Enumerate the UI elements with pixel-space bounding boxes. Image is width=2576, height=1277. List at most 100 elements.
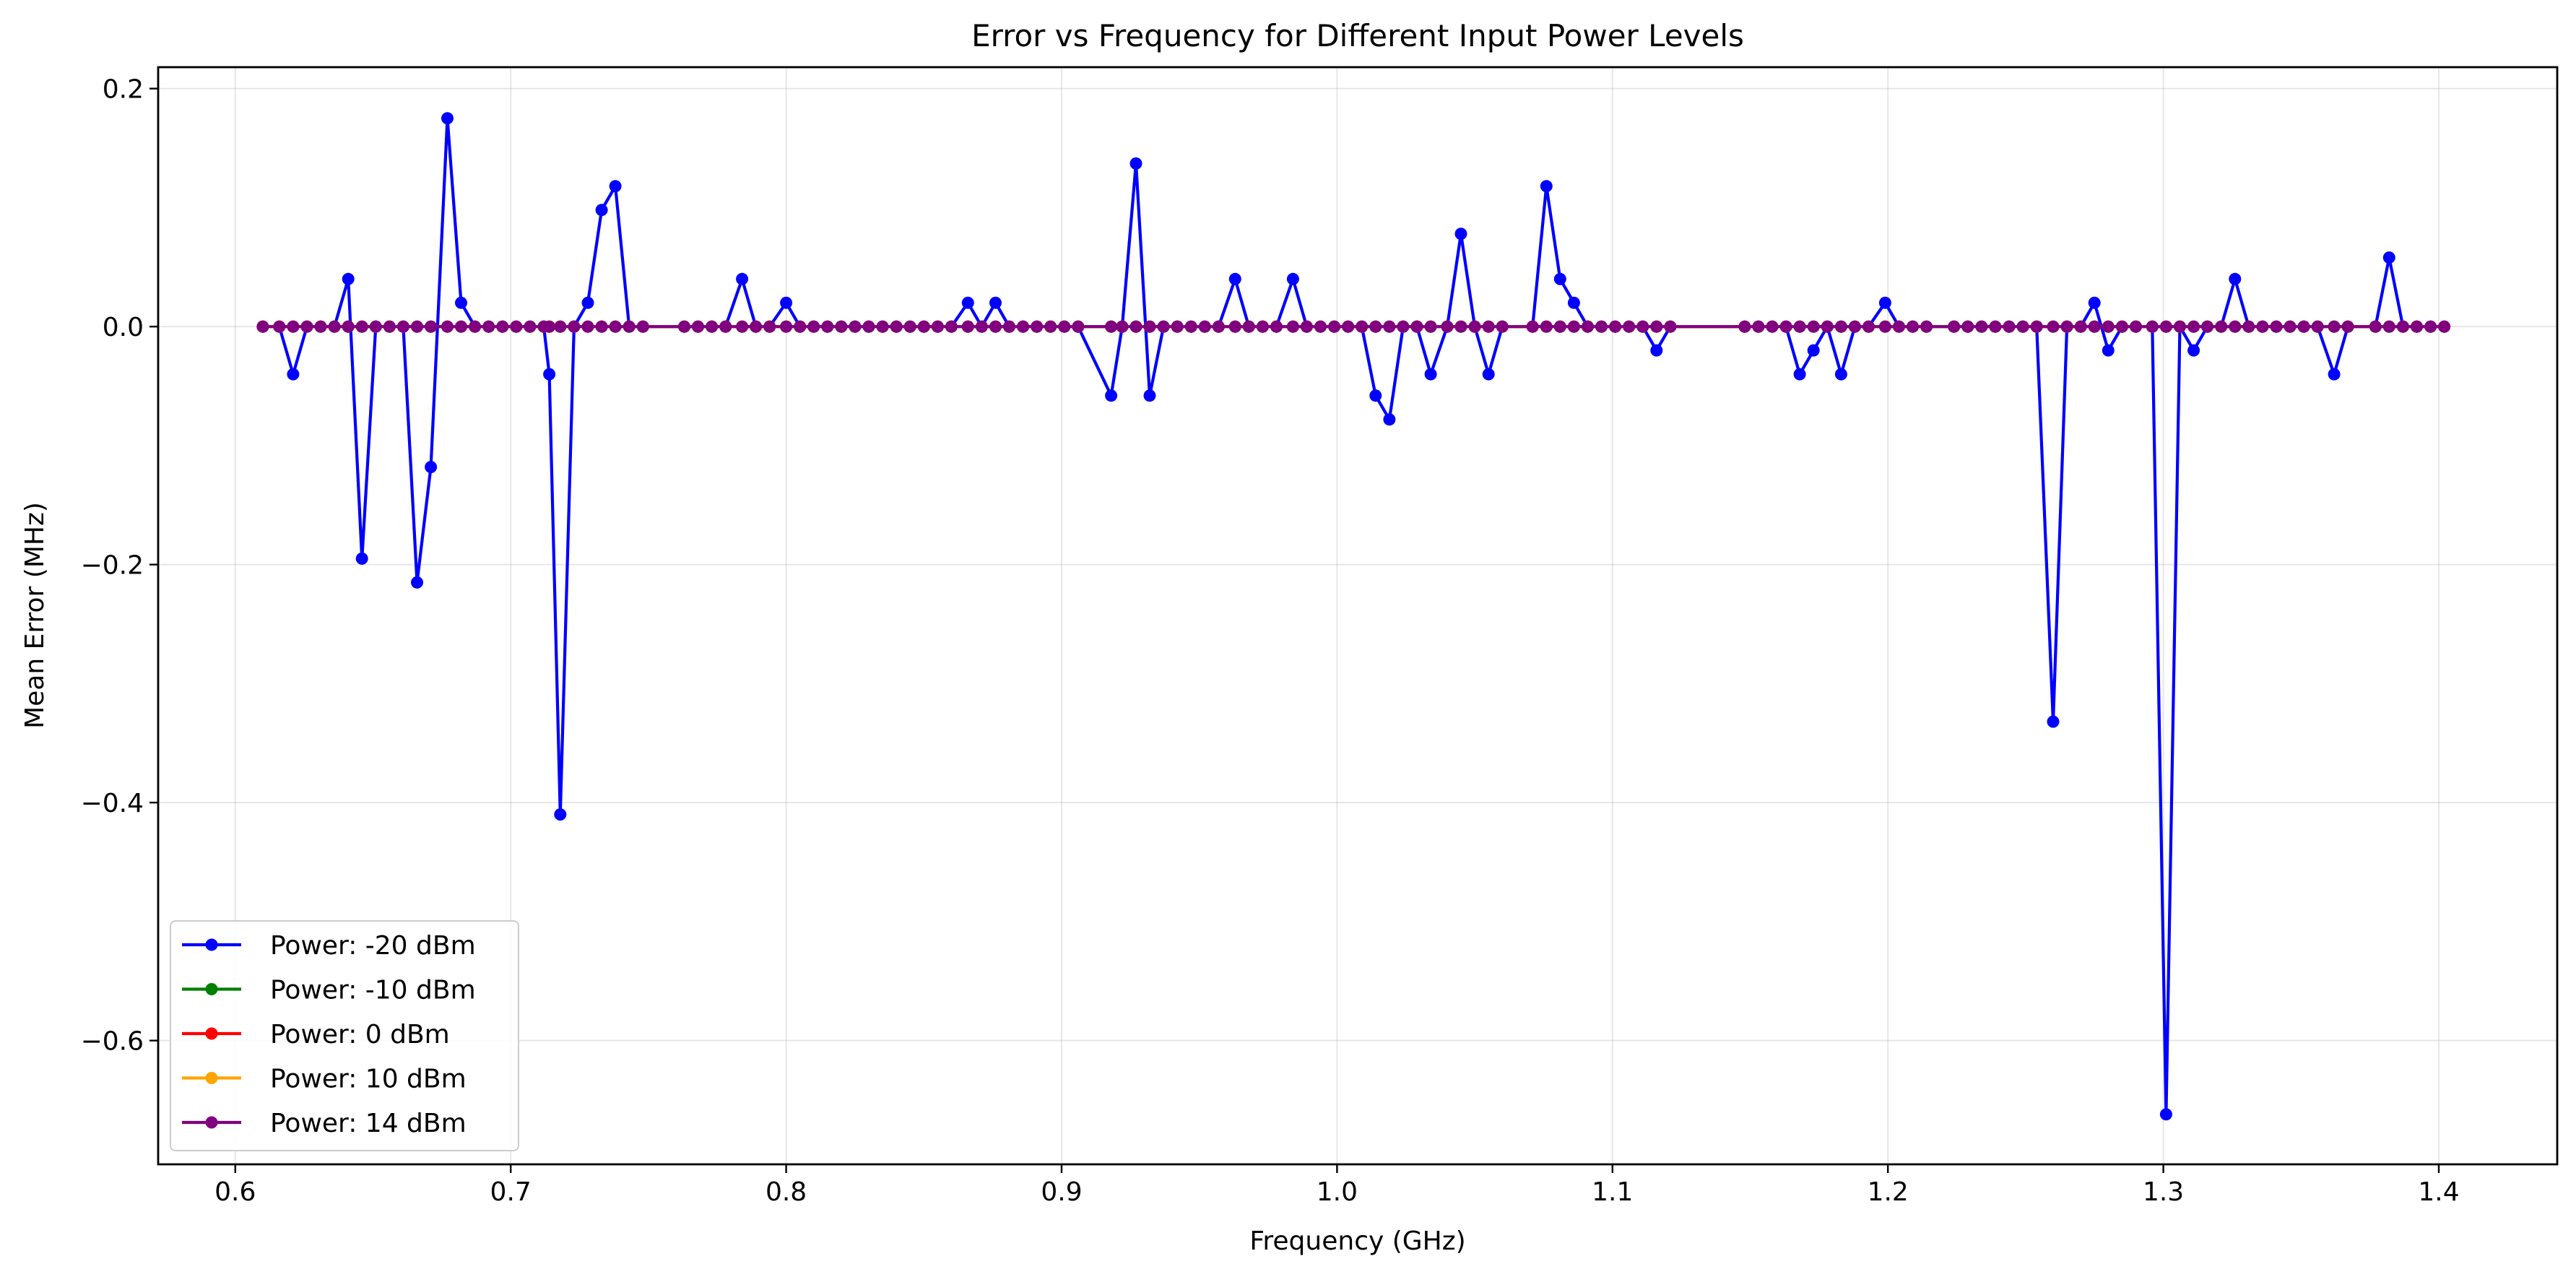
- data-point: [543, 368, 556, 381]
- data-point: [2256, 320, 2269, 333]
- data-point: [1834, 320, 1847, 333]
- data-point: [1397, 320, 1410, 333]
- x-tick-label: 1.1: [1592, 1177, 1633, 1207]
- data-point: [1129, 320, 1142, 333]
- data-point: [2328, 368, 2341, 381]
- data-point: [1595, 320, 1608, 333]
- data-point: [1017, 320, 1030, 333]
- data-point: [2174, 320, 2186, 333]
- data-point: [609, 180, 622, 193]
- data-point: [890, 320, 903, 333]
- data-point: [581, 320, 594, 333]
- data-point: [2382, 320, 2395, 333]
- data-point: [1623, 320, 1636, 333]
- data-point: [1256, 320, 1269, 333]
- data-point: [1286, 272, 1299, 285]
- data-point: [1228, 320, 1241, 333]
- data-point: [1907, 320, 1919, 333]
- data-point: [411, 576, 423, 589]
- data-point: [411, 320, 423, 333]
- data-point: [2159, 320, 2172, 333]
- data-point: [1793, 368, 1806, 381]
- data-point: [441, 320, 454, 333]
- data-point: [678, 320, 690, 333]
- data-point: [1286, 320, 1299, 333]
- x-axis-label: Frequency (GHz): [1249, 1226, 1465, 1256]
- data-point: [2424, 320, 2437, 333]
- data-point: [595, 320, 608, 333]
- legend-label: Power: -10 dBm: [270, 976, 476, 1005]
- x-tick-label: 0.9: [1041, 1177, 1082, 1207]
- data-point: [425, 320, 438, 333]
- data-point: [1270, 320, 1283, 333]
- data-point: [989, 296, 1002, 309]
- legend-swatch-marker: [205, 1072, 218, 1084]
- legend-swatch-marker: [205, 1116, 218, 1129]
- data-point: [1582, 320, 1594, 333]
- data-point: [1424, 368, 1437, 381]
- data-point: [903, 320, 916, 333]
- data-point: [1893, 320, 1905, 333]
- data-point: [1664, 320, 1677, 333]
- data-point: [2088, 320, 2101, 333]
- axes: 0.6 0.7 0.8 0.9 1.0 1.1 1.2 1.3 1.4 −0.6 −0.4 −0.2 0…: [81, 75, 2460, 1207]
- data-point: [719, 320, 732, 333]
- data-point: [975, 320, 988, 333]
- data-point: [2115, 320, 2128, 333]
- data-point: [1314, 320, 1327, 333]
- data-point: [2297, 320, 2310, 333]
- data-point: [2030, 320, 2043, 333]
- data-point: [2003, 320, 2016, 333]
- data-point: [469, 320, 482, 333]
- data-point: [554, 808, 567, 821]
- data-point: [328, 320, 341, 333]
- data-point: [692, 320, 704, 333]
- data-point: [1526, 320, 1539, 333]
- legend-swatch-marker: [205, 983, 218, 995]
- data-point: [1031, 320, 1044, 333]
- data-point: [287, 368, 300, 381]
- data-point: [1143, 389, 1156, 402]
- x-tick-label: 1.3: [2143, 1177, 2184, 1207]
- data-point: [1003, 320, 1015, 333]
- legend-box: [170, 920, 519, 1151]
- data-point: [2130, 320, 2142, 333]
- y-axis-label: Mean Error (MHz): [20, 502, 50, 729]
- data-point: [1410, 320, 1423, 333]
- data-point: [835, 320, 848, 333]
- data-point: [1482, 368, 1495, 381]
- data-point: [1567, 320, 1580, 333]
- data-point: [1482, 320, 1495, 333]
- data-point: [750, 320, 763, 333]
- data-point: [736, 320, 749, 333]
- data-point: [821, 320, 834, 333]
- data-point: [794, 320, 807, 333]
- data-point: [1948, 320, 1961, 333]
- data-point: [2438, 320, 2451, 333]
- data-point: [1058, 320, 1071, 333]
- data-point: [1553, 320, 1566, 333]
- data-point: [355, 552, 368, 565]
- data-point: [2016, 320, 2029, 333]
- data-point: [1143, 320, 1156, 333]
- data-point: [1369, 389, 1382, 402]
- data-point: [1198, 320, 1211, 333]
- data-point: [1821, 320, 1834, 333]
- legend-label: Power: 0 dBm: [270, 1020, 450, 1049]
- y-tick-label: 0.0: [103, 313, 144, 342]
- data-point: [1636, 320, 1649, 333]
- data-point: [554, 320, 567, 333]
- data-point: [425, 461, 438, 474]
- data-point: [945, 320, 958, 333]
- legend: Power: -20 dBm Power: -10 dBm Power: 0 dBm…: [170, 920, 519, 1151]
- data-point: [1650, 344, 1663, 357]
- legend-swatch-marker: [205, 938, 218, 951]
- data-point: [1793, 320, 1806, 333]
- data-point: [1328, 320, 1341, 333]
- data-point: [1369, 320, 1382, 333]
- data-point: [1807, 320, 1820, 333]
- data-point: [961, 320, 974, 333]
- data-point: [1975, 320, 1988, 333]
- data-point: [482, 320, 495, 333]
